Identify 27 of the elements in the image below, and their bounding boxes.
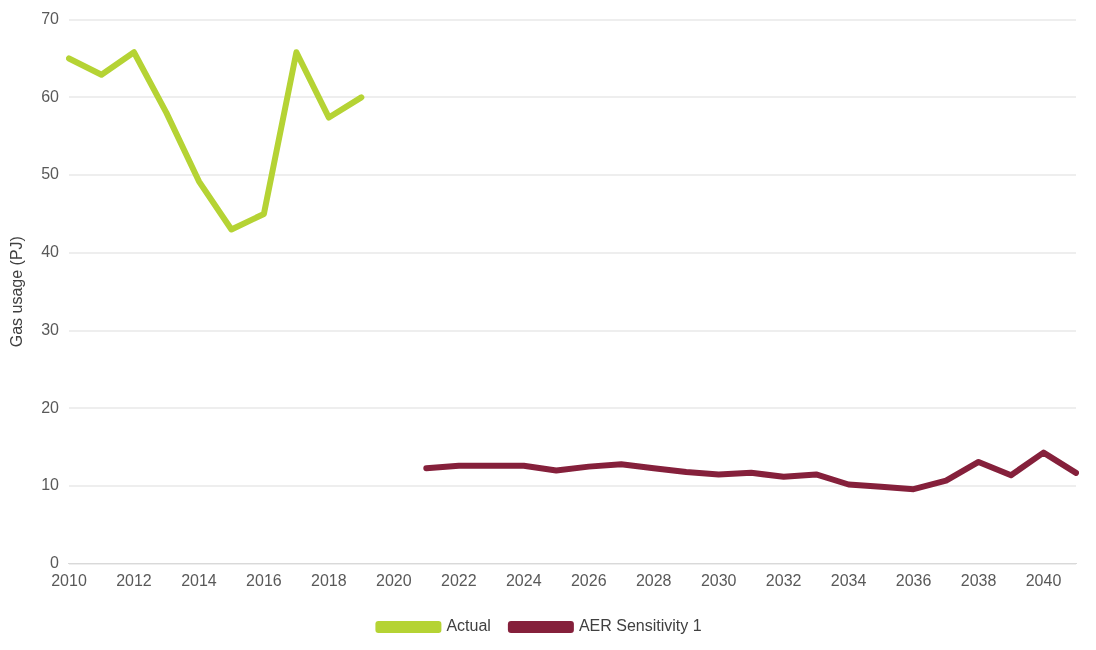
x-tick-label: 2020 xyxy=(376,571,412,589)
y-tick-label: 60 xyxy=(41,87,60,105)
x-tick-label: 2032 xyxy=(765,571,802,589)
legend-label: AER Sensitivity 1 xyxy=(578,617,702,635)
x-tick-label: 2016 xyxy=(246,571,282,589)
x-tick-label: 2012 xyxy=(116,571,152,589)
x-tick-label: 2030 xyxy=(700,571,737,589)
x-tick-label: 2022 xyxy=(441,571,477,589)
y-tick-label: 50 xyxy=(41,165,60,183)
y-tick-label: 20 xyxy=(41,398,60,416)
x-tick-label: 2026 xyxy=(570,571,607,589)
x-tick-label: 2040 xyxy=(1025,571,1062,589)
y-axis-title: Gas usage (PJ) xyxy=(8,236,26,348)
x-tick-label: 2036 xyxy=(895,571,932,589)
x-tick-label: 2034 xyxy=(830,571,867,589)
legend-label: Actual xyxy=(446,617,491,635)
x-tick-label: 2038 xyxy=(960,571,997,589)
y-tick-label: 0 xyxy=(50,554,60,572)
y-tick-label: 40 xyxy=(41,243,60,261)
x-tick-label: 2010 xyxy=(51,571,87,589)
x-tick-label: 2018 xyxy=(311,571,347,589)
x-tick-label: 2024 xyxy=(505,571,542,589)
y-tick-label: 30 xyxy=(41,320,60,338)
x-tick-label: 2028 xyxy=(635,571,672,589)
y-tick-label: 70 xyxy=(41,10,60,28)
y-tick-label: 10 xyxy=(41,476,60,494)
x-tick-label: 2014 xyxy=(181,571,217,589)
